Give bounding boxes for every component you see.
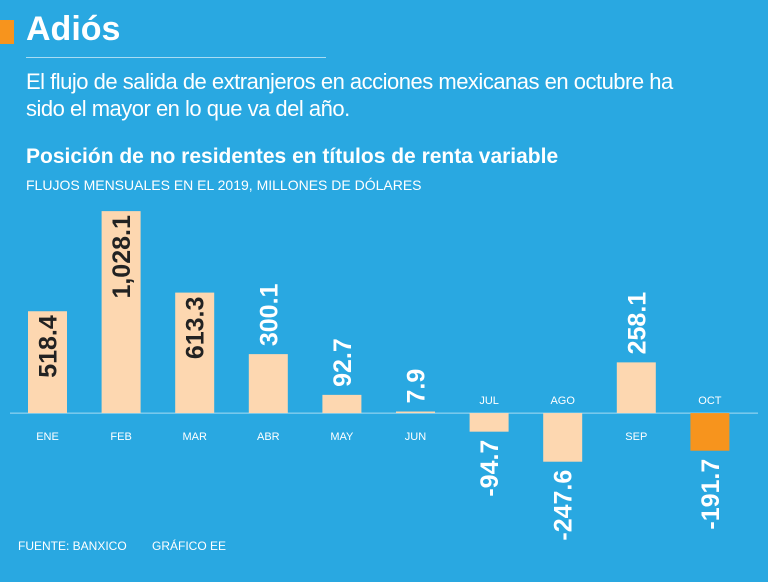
x-tick-label: ENE <box>36 431 59 443</box>
value-label: 518.4 <box>35 315 63 378</box>
bar <box>469 413 509 432</box>
chart-title: Posición de no residentes en títulos de … <box>26 145 559 168</box>
bar <box>248 354 288 414</box>
x-tick-label: FEB <box>110 431 131 443</box>
bar <box>28 311 67 414</box>
chart-subtitle: FLUJOS MENSUALES EN EL 2019, MILLONES DE… <box>26 177 422 193</box>
x-tick-label: MAY <box>330 431 354 443</box>
value-label: 300.1 <box>255 283 283 346</box>
bar <box>543 413 583 462</box>
accent-mark <box>0 20 14 44</box>
bar <box>616 362 656 414</box>
x-tick-label: OCT <box>698 395 722 407</box>
bar <box>690 413 730 451</box>
x-tick-label: JUL <box>479 395 499 407</box>
headline: Adiós <box>26 10 121 48</box>
value-label: -94.7 <box>476 440 504 497</box>
bar <box>101 211 141 414</box>
x-tick-label: AGO <box>550 395 575 407</box>
value-label: 613.3 <box>182 297 210 360</box>
credit: GRÁFICO EE <box>152 539 227 553</box>
value-label: -191.7 <box>697 459 725 530</box>
value-label: 258.1 <box>623 292 651 355</box>
bar <box>175 292 215 414</box>
x-tick-label: MAR <box>182 431 207 443</box>
source: FUENTE: BANXICO <box>18 539 127 553</box>
value-label: 1,028.1 <box>108 215 136 299</box>
bar <box>396 411 435 414</box>
x-tick-label: SEP <box>625 431 647 443</box>
x-tick-label: ABR <box>257 431 280 443</box>
value-label: 92.7 <box>329 338 357 387</box>
bar <box>322 394 362 414</box>
rule <box>26 57 326 58</box>
x-tick-label: JUN <box>405 431 426 443</box>
value-label: -247.6 <box>550 470 578 541</box>
value-label: 7.9 <box>403 369 431 404</box>
lede: El flujo de salida de extranjeros en acc… <box>26 69 673 121</box>
